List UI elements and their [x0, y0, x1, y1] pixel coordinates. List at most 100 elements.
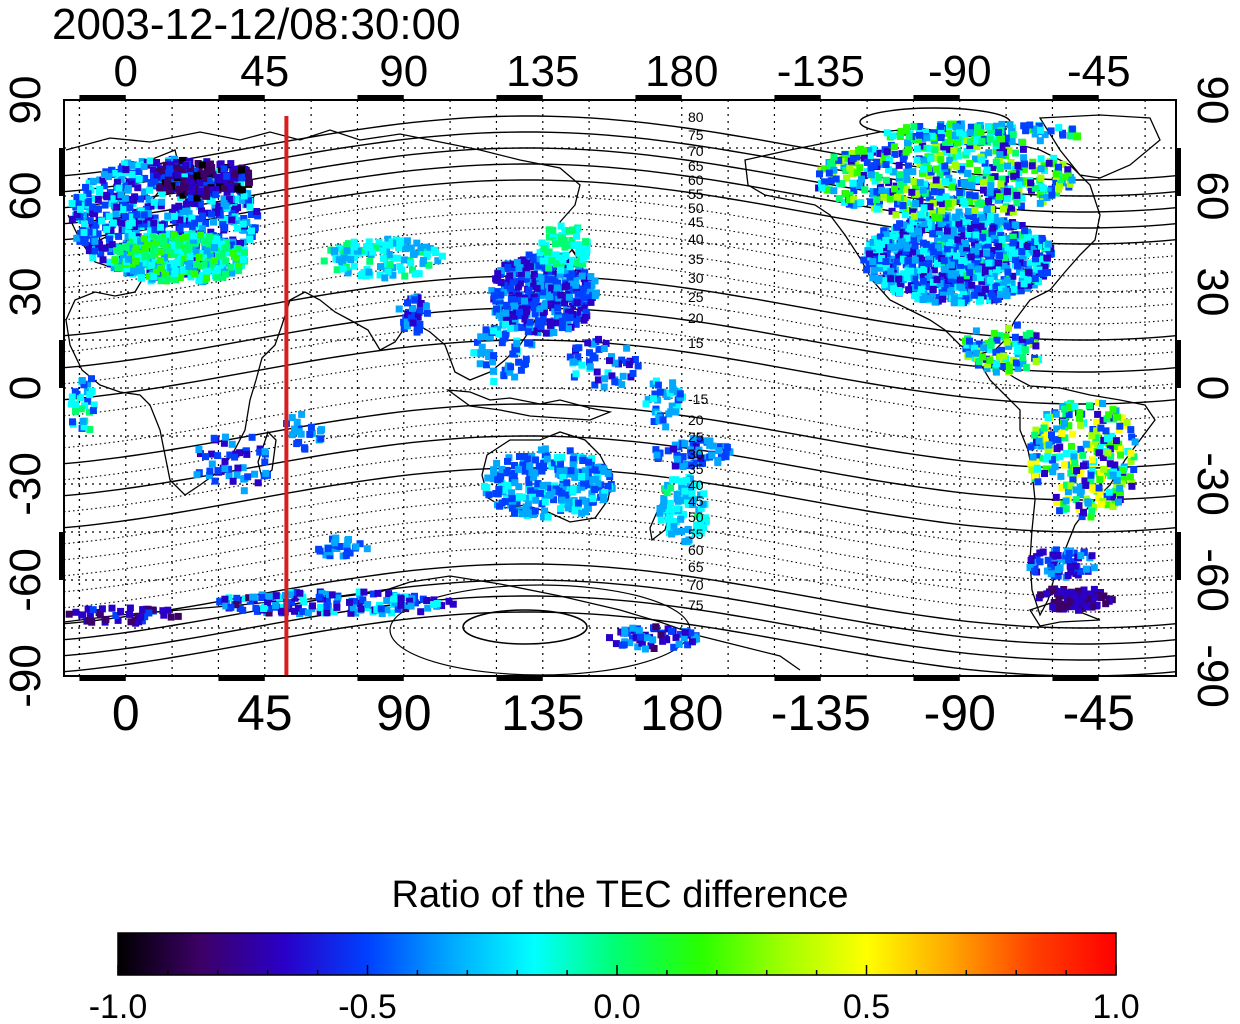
tec-data-pixel [953, 147, 961, 155]
tec-data-pixel [866, 250, 873, 258]
tec-data-pixel [222, 257, 230, 265]
tec-data-pixel [1037, 442, 1045, 450]
tec-data-pixel [196, 200, 204, 208]
tec-data-pixel [1105, 440, 1113, 448]
tec-data-pixel [239, 606, 247, 614]
tec-data-pixel [128, 231, 136, 239]
tec-data-pixel [193, 172, 201, 180]
tec-data-pixel [1056, 453, 1064, 461]
tec-data-pixel [986, 188, 994, 196]
tec-data-pixel [875, 244, 883, 252]
tec-data-pixel [993, 360, 1000, 368]
tec-data-pixel [936, 151, 944, 159]
tec-data-pixel [1026, 259, 1034, 267]
tec-data-pixel [1084, 595, 1092, 603]
tec-data-pixel [543, 455, 551, 463]
tec-data-pixel [179, 191, 187, 199]
tec-data-pixel [859, 172, 867, 179]
tec-data-pixel [162, 270, 170, 278]
tec-data-pixel [684, 526, 692, 533]
tec-data-pixel [159, 240, 167, 248]
tec-data-pixel [503, 316, 511, 323]
tec-data-pixel [992, 282, 1000, 290]
lon-tick-label-bottom: 135 [501, 685, 584, 741]
tec-data-pixel [525, 251, 533, 259]
tec-data-pixel [103, 193, 111, 201]
tec-data-pixel [173, 164, 181, 172]
tec-data-pixel [1009, 233, 1017, 241]
tec-data-pixel [973, 349, 980, 357]
tec-data-pixel [481, 349, 489, 357]
tec-data-pixel [476, 349, 484, 357]
tec-data-pixel [675, 640, 683, 648]
tec-data-pixel [192, 168, 200, 176]
tec-data-pixel [180, 215, 188, 223]
tec-data-pixel [164, 212, 172, 220]
tec-data-pixel [231, 174, 239, 182]
tec-data-pixel [1013, 321, 1021, 329]
tec-data-pixel [574, 259, 582, 267]
lat-tick-label-left: 90 [1, 76, 50, 125]
lon-tick-label-bottom: -90 [924, 685, 996, 741]
lon-tick-label-bottom: -45 [1063, 685, 1135, 741]
tec-data-pixel [503, 305, 511, 313]
tec-data-pixel [658, 505, 666, 513]
tec-data-pixel [540, 513, 547, 521]
border-bar [357, 676, 404, 681]
tec-data-pixel [195, 446, 203, 453]
tec-data-pixel [1036, 549, 1044, 557]
tec-data-pixel [1040, 424, 1048, 432]
tec-data-pixel [878, 255, 886, 262]
tec-data-pixel [171, 204, 179, 212]
tec-data-pixel [969, 212, 977, 220]
tec-data-pixel [939, 250, 947, 258]
contour-labels: 8075706560555045403530252015-15202530354… [688, 109, 708, 613]
tec-data-pixel [1077, 445, 1085, 453]
tec-data-pixel [965, 350, 973, 358]
tec-data-pixel [221, 457, 229, 465]
tec-data-pixel [299, 608, 307, 616]
tec-data-pixel [359, 596, 367, 604]
tec-data-pixel [488, 287, 496, 295]
tec-data-pixel [503, 283, 511, 291]
tec-data-pixel [153, 159, 160, 166]
tec-data-pixel [905, 286, 913, 294]
tec-data-pixel [1127, 457, 1135, 465]
tec-data-pixel [369, 590, 377, 598]
tec-data-pixel [511, 462, 518, 469]
tec-data-pixel [1041, 263, 1049, 271]
tec-data-pixel [1000, 205, 1007, 213]
tec-data-pixel [1114, 413, 1121, 421]
tec-data-pixel [656, 388, 664, 396]
tec-data-pixel [910, 292, 918, 299]
tec-data-pixel [935, 194, 943, 202]
tec-data-pixel [699, 500, 707, 508]
tec-data-pixel [344, 537, 352, 545]
tec-data-pixel [593, 368, 601, 376]
tec-data-pixel [924, 225, 932, 232]
tec-data-pixel [992, 368, 1000, 376]
tec-data-pixel [676, 390, 684, 398]
tec-data-pixel [221, 244, 229, 252]
tec-data-pixel [1068, 125, 1076, 133]
tec-data-pixel [992, 122, 1000, 130]
tec-data-pixel [135, 168, 143, 176]
tec-data-pixel [401, 272, 409, 280]
tec-data-pixel [662, 423, 670, 431]
tec-data-pixel [251, 470, 259, 478]
tec-data-pixel [413, 239, 421, 247]
tec-data-pixel [1088, 603, 1096, 611]
tec-data-pixel [516, 279, 524, 287]
tec-data-pixel [523, 455, 531, 463]
tec-data-pixel [1105, 488, 1113, 496]
tec-data-pixel [672, 408, 680, 416]
tec-data-pixel [113, 178, 121, 186]
tec-data-pixel [974, 254, 982, 262]
tec-data-pixel [363, 545, 371, 553]
tec-data-pixel [1031, 130, 1039, 138]
tec-data-pixel [1054, 572, 1062, 580]
tec-data-pixel [118, 202, 126, 209]
tec-data-pixel [600, 465, 608, 473]
tec-data-pixel [536, 249, 544, 257]
tec-data-pixel [1026, 126, 1034, 134]
